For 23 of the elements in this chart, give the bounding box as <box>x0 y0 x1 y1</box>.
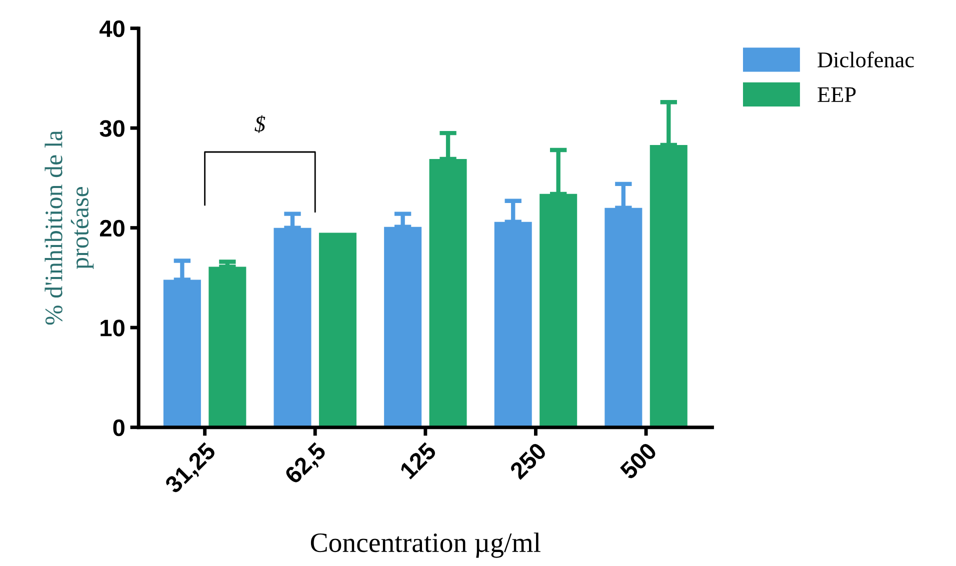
legend-label: EEP <box>818 87 856 102</box>
bar <box>384 226 422 428</box>
bar <box>208 266 246 428</box>
legend-label: Diclofenac <box>818 52 914 68</box>
bar <box>650 145 688 428</box>
y-tick-label: 30 <box>100 120 124 137</box>
x-tick-label: 125 <box>399 441 438 480</box>
bar <box>494 222 532 428</box>
bar <box>318 232 356 428</box>
bar <box>540 194 578 428</box>
x-tick-label: 500 <box>619 442 658 480</box>
annotation: $ <box>254 115 266 133</box>
bar <box>274 228 312 428</box>
y-tick-label: 10 <box>100 320 124 336</box>
y-tick-label: 40 <box>100 20 124 38</box>
x-axis-title: Concentration µg/ml <box>310 532 540 558</box>
y-axis-title: % d'inhibition de la protéase <box>44 130 94 325</box>
bar <box>429 158 467 428</box>
y-tick-label: 20 <box>100 220 124 237</box>
bar <box>163 280 201 428</box>
y-tick-label: 0 <box>113 419 124 436</box>
x-tick-label: 250 <box>508 442 548 480</box>
bar <box>604 208 642 428</box>
